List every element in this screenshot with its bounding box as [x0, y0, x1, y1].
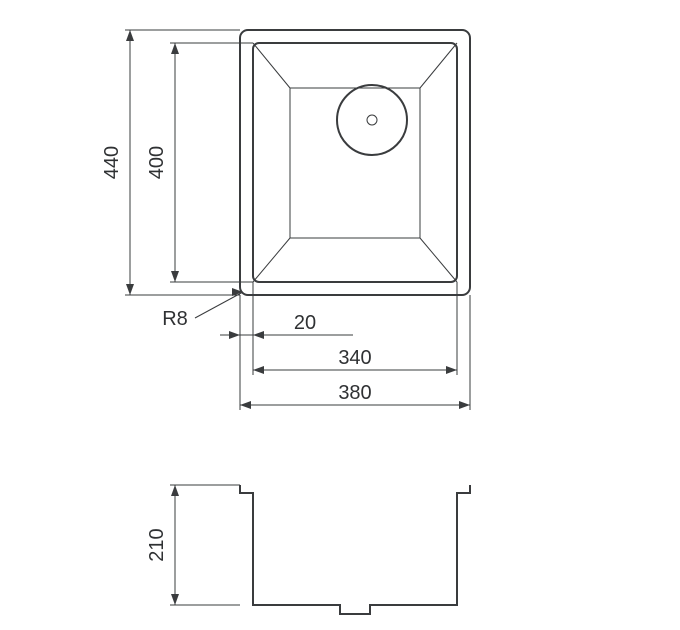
- polygon-mark: [459, 401, 470, 409]
- line-mark: [195, 292, 243, 318]
- polygon-mark: [171, 594, 179, 605]
- perspective-line: [253, 238, 290, 282]
- side-profile: [240, 485, 470, 614]
- polygon-mark: [253, 331, 264, 339]
- polygon-mark: [126, 284, 134, 295]
- polygon-mark: [229, 331, 240, 339]
- polygon-mark: [126, 30, 134, 41]
- dim-440: 440: [101, 146, 123, 179]
- polygon-mark: [171, 485, 179, 496]
- perspective-line: [253, 43, 290, 88]
- dim-340: 340: [338, 347, 371, 369]
- polygon-mark: [171, 43, 179, 54]
- dim-20: 20: [294, 312, 316, 334]
- dim-r8: R8: [162, 308, 188, 330]
- drain-circle: [337, 85, 407, 155]
- dim-400: 400: [146, 146, 168, 179]
- dim-210: 210: [146, 528, 168, 561]
- polygon-mark: [240, 401, 251, 409]
- polygon-mark: [171, 271, 179, 282]
- perspective-line: [420, 238, 457, 282]
- polygon-mark: [253, 366, 264, 374]
- sink-bottom-rect: [290, 88, 420, 238]
- dim-380: 380: [338, 382, 371, 404]
- perspective-line: [420, 43, 457, 88]
- polygon-mark: [446, 366, 457, 374]
- drain-center: [367, 115, 377, 125]
